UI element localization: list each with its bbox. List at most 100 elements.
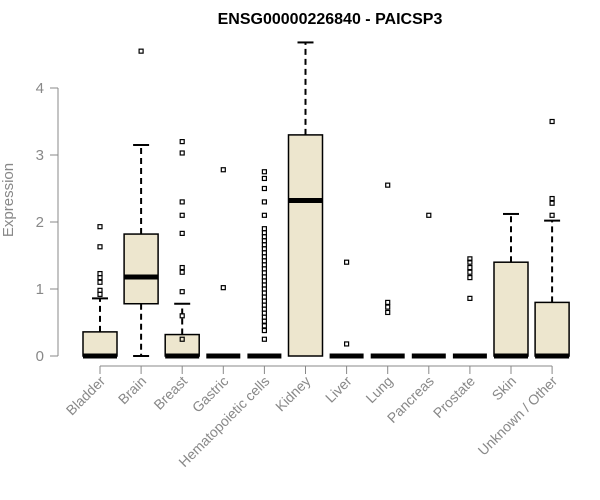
x-tick-label: Liver — [322, 373, 355, 406]
x-tick-label: Brain — [115, 373, 149, 407]
box-group — [452, 256, 487, 359]
outlier-point — [138, 48, 144, 54]
outlier-point — [261, 169, 267, 175]
outlier-point — [467, 256, 473, 262]
box-group — [164, 139, 200, 359]
outlier-point — [385, 182, 391, 188]
outlier-point — [179, 313, 185, 319]
outlier-point — [261, 336, 267, 342]
outlier-point — [179, 139, 185, 145]
x-tick-label: Lung — [362, 373, 395, 406]
box-group — [534, 118, 570, 359]
outlier-point — [97, 270, 103, 277]
outlier-point — [261, 262, 267, 268]
outlier-point — [261, 250, 267, 256]
x-tick-label: Prostate — [430, 373, 478, 421]
box-group — [206, 167, 241, 359]
box-group — [123, 48, 159, 357]
box — [82, 331, 118, 357]
y-axis: 0 1 2 3 4 — [36, 80, 59, 365]
outlier-point — [261, 282, 267, 288]
outlier-point — [261, 327, 267, 334]
outlier-point — [261, 238, 267, 244]
outlier-point — [179, 212, 185, 218]
outlier-point — [261, 278, 267, 284]
outlier-point — [549, 118, 555, 125]
y-tick-label: 1 — [36, 281, 44, 298]
box-group — [329, 259, 364, 359]
outlier-point — [179, 264, 185, 271]
box-group — [82, 224, 118, 359]
box — [534, 301, 570, 357]
outlier-point — [261, 230, 267, 236]
outlier-point — [179, 150, 185, 156]
outlier-point — [97, 291, 103, 297]
outlier-point — [261, 234, 267, 240]
outlier-point — [261, 270, 267, 276]
y-tick-label: 4 — [36, 80, 44, 97]
outlier-point — [549, 200, 555, 206]
outlier-point — [261, 314, 267, 320]
outlier-point — [549, 212, 555, 218]
outlier-point — [426, 212, 432, 218]
outlier-point — [179, 289, 185, 295]
outlier-point — [261, 298, 267, 304]
outlier-point — [261, 306, 267, 312]
outlier-point — [261, 212, 267, 218]
box-group — [287, 41, 324, 357]
outlier-point — [261, 175, 267, 182]
outlier-point — [261, 290, 267, 296]
outlier-point — [179, 269, 185, 275]
outlier-point — [261, 323, 267, 329]
box-group — [247, 169, 282, 359]
y-tick-label: 2 — [36, 214, 44, 231]
outlier-point — [261, 302, 267, 308]
outlier-point — [385, 309, 391, 316]
outlier-point — [261, 199, 267, 205]
outlier-point — [385, 304, 391, 310]
outlier-point — [261, 226, 267, 232]
box — [287, 134, 324, 357]
y-tick-label: 3 — [36, 147, 44, 164]
outlier-point — [97, 287, 103, 293]
outlier-point — [467, 269, 473, 275]
y-axis-label: Expression — [0, 163, 17, 237]
box-group — [370, 182, 405, 359]
outlier-point — [344, 259, 350, 265]
outlier-point — [467, 275, 473, 281]
outlier-point — [261, 246, 267, 252]
outlier-point — [549, 195, 555, 202]
outlier-point — [97, 275, 103, 281]
outlier-point — [97, 244, 103, 250]
box — [493, 261, 529, 357]
outlier-point — [261, 185, 267, 192]
y-tick-label: 0 — [36, 348, 44, 365]
x-tick-label: Kidney — [272, 373, 314, 415]
outlier-point — [97, 224, 103, 230]
outlier-point — [261, 286, 267, 292]
outlier-point — [220, 167, 226, 173]
outlier-point — [261, 274, 267, 280]
outlier-point — [261, 266, 267, 272]
x-tick-label: Breast — [150, 373, 190, 413]
outlier-point — [97, 279, 103, 285]
outlier-point — [220, 285, 226, 291]
outlier-point — [261, 318, 267, 324]
outlier-point — [179, 230, 185, 236]
outlier-point — [467, 264, 473, 271]
box-group — [493, 212, 529, 359]
outlier-point — [261, 254, 267, 260]
outlier-point — [261, 294, 267, 300]
outlier-point — [179, 336, 185, 342]
outlier-point — [261, 258, 267, 264]
box — [123, 233, 159, 305]
outlier-point — [261, 242, 267, 248]
outlier-point — [467, 295, 473, 301]
box-series — [82, 41, 570, 359]
outlier-point — [261, 310, 267, 316]
box-group — [411, 212, 446, 359]
outlier-point — [179, 199, 185, 205]
outlier-point — [385, 299, 391, 305]
